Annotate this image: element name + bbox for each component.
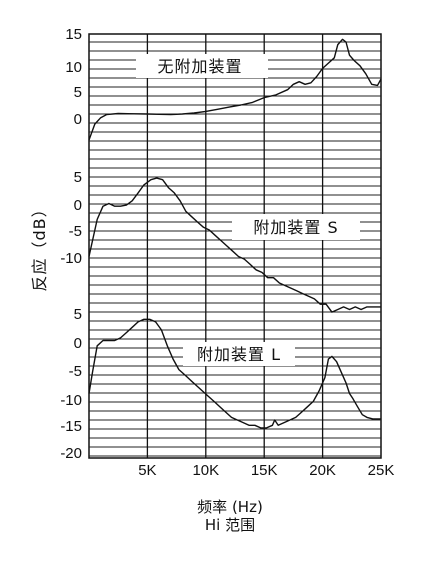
response-curve-3 <box>88 318 381 429</box>
response-curve-1 <box>88 38 382 141</box>
y-axis-label: 反应（dB） <box>30 200 49 291</box>
y-tick-label: -10 <box>60 250 82 267</box>
y-tick-label: -5 <box>69 223 82 240</box>
x-tick-label: 5K <box>138 462 156 479</box>
y-tick-label: 5 <box>74 84 82 101</box>
y-tick-label: 10 <box>65 59 82 76</box>
y-tick-label: 0 <box>74 197 82 214</box>
curve-label-bg <box>136 54 268 78</box>
curve-label: 附加装置 S <box>253 218 338 237</box>
x-tick-label: 20K <box>309 462 336 479</box>
y-tick-label: 5 <box>74 306 82 323</box>
response-curve-2 <box>88 177 381 313</box>
curve-label-bg <box>183 342 295 366</box>
curve-label: 附加装置 L <box>197 345 281 364</box>
curve-label: 无附加装置 <box>157 57 242 76</box>
x-tick-label: 15K <box>251 462 278 479</box>
y-tick-label: 5 <box>74 169 82 186</box>
y-tick-label: 0 <box>74 335 82 352</box>
curve-label-bg <box>232 214 360 240</box>
x-tick-label: 25K <box>368 462 395 479</box>
plot-frame <box>88 33 382 459</box>
y-tick-label: 0 <box>74 111 82 128</box>
x-tick-label: 10K <box>192 462 219 479</box>
y-tick-label: -20 <box>60 445 82 462</box>
x-axis-label: 频率 (Hz) <box>197 498 263 516</box>
y-tick-label: -15 <box>60 418 82 435</box>
y-tick-label: -10 <box>60 392 82 409</box>
y-tick-label: 15 <box>65 26 82 43</box>
y-tick-label: -5 <box>69 363 82 380</box>
x-axis-sublabel: Hi 范围 <box>204 516 256 534</box>
